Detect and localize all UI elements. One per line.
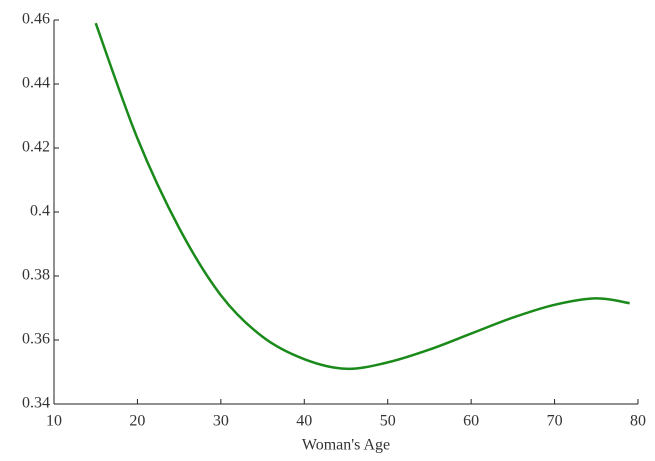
y-tick-label: 0.46 (22, 11, 50, 28)
x-tick-label: 50 (380, 413, 396, 430)
x-tick-label: 60 (463, 413, 479, 430)
x-tick-label: 40 (296, 413, 312, 430)
y-tick-label: 0.34 (22, 395, 50, 412)
x-tick-label: 20 (129, 413, 145, 430)
y-tick-label: 0.38 (22, 267, 50, 284)
x-tick-label: 10 (46, 413, 62, 430)
y-tick-label: 0.36 (22, 331, 50, 348)
y-tick-label: 0.44 (22, 75, 50, 92)
y-tick-label: 0.4 (30, 203, 50, 220)
x-tick-label: 70 (547, 413, 563, 430)
line (94, 22, 630, 371)
x-axis-label: Woman's Age (302, 437, 390, 454)
y-tick-label: 0.42 (22, 139, 50, 156)
x-tick-label: 80 (630, 413, 646, 430)
x-tick-label: 30 (213, 413, 229, 430)
